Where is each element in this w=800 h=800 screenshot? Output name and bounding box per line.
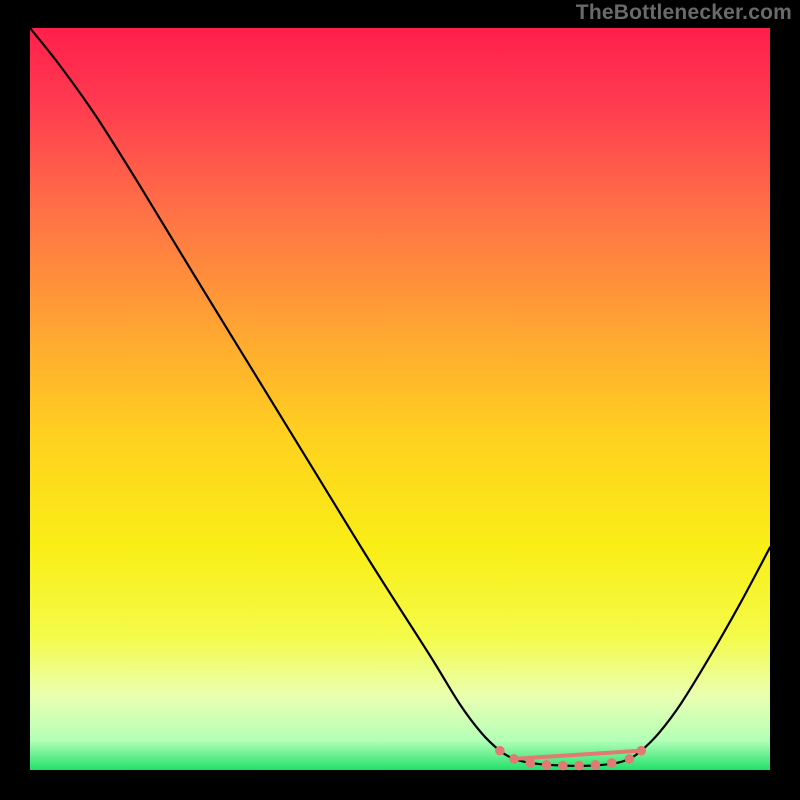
- marker-point: [591, 760, 601, 770]
- marker-point: [558, 761, 568, 771]
- marker-point: [542, 760, 552, 770]
- marker-point: [636, 746, 646, 756]
- chart-stage: TheBottlenecker.com: [0, 0, 800, 800]
- chart-background: [30, 28, 770, 770]
- marker-point: [574, 761, 584, 771]
- marker-point: [525, 758, 535, 768]
- chart-svg: [0, 0, 800, 800]
- marker-point: [607, 758, 617, 768]
- marker-point: [495, 746, 505, 756]
- marker-point: [625, 754, 635, 764]
- marker-point: [509, 754, 519, 764]
